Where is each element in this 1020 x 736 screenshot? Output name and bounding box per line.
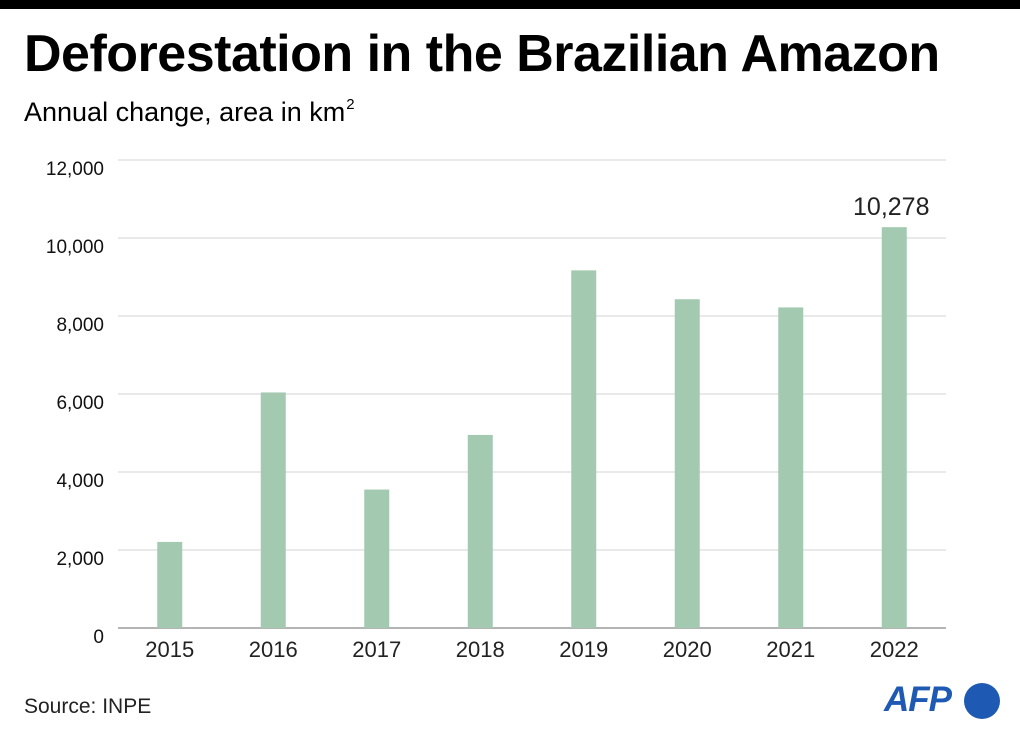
x-tick-label: 2016	[249, 637, 298, 662]
top-rule	[0, 0, 1020, 9]
y-tick-label: 6,000	[56, 393, 104, 414]
y-tick-label: 4,000	[56, 471, 104, 492]
y-tick-label: 2,000	[56, 549, 104, 570]
subtitle-text: Annual change, area in km	[24, 97, 346, 127]
x-tick-label: 2019	[559, 637, 608, 662]
chart-subtitle: Annual change, area in km2	[24, 96, 355, 128]
bar	[467, 434, 493, 628]
bar	[157, 541, 183, 628]
bar	[881, 227, 907, 628]
afp-logo: AFP	[884, 681, 1000, 721]
y-tick-label: 12,000	[46, 159, 104, 180]
x-tick-label: 2021	[766, 637, 815, 662]
x-tick-label: 2020	[663, 637, 712, 662]
y-tick-label: 10,000	[46, 237, 104, 258]
afp-logo-dot-icon	[964, 683, 1000, 719]
y-tick-label: 0	[93, 627, 104, 648]
data-label: 10,278	[853, 193, 929, 221]
bar	[571, 270, 597, 628]
x-tick-label: 2018	[456, 637, 505, 662]
bar	[364, 489, 390, 628]
x-tick-label: 2015	[145, 637, 194, 662]
bar	[260, 392, 286, 628]
bar	[778, 307, 804, 628]
x-tick-label: 2017	[352, 637, 401, 662]
y-tick-label: 8,000	[56, 315, 104, 336]
bar-chart: 0 2,000 4,000 6,000 8,000 10,000 12,000 2015 201…	[46, 159, 946, 662]
subtitle-superscript: 2	[346, 96, 355, 113]
chart-title: Deforestation in the Brazilian Amazon	[24, 25, 940, 83]
bar	[674, 299, 700, 628]
x-tick-label: 2022	[870, 637, 919, 662]
source-note: Source: INPE	[24, 695, 152, 718]
afp-logo-text: AFP	[884, 680, 952, 719]
